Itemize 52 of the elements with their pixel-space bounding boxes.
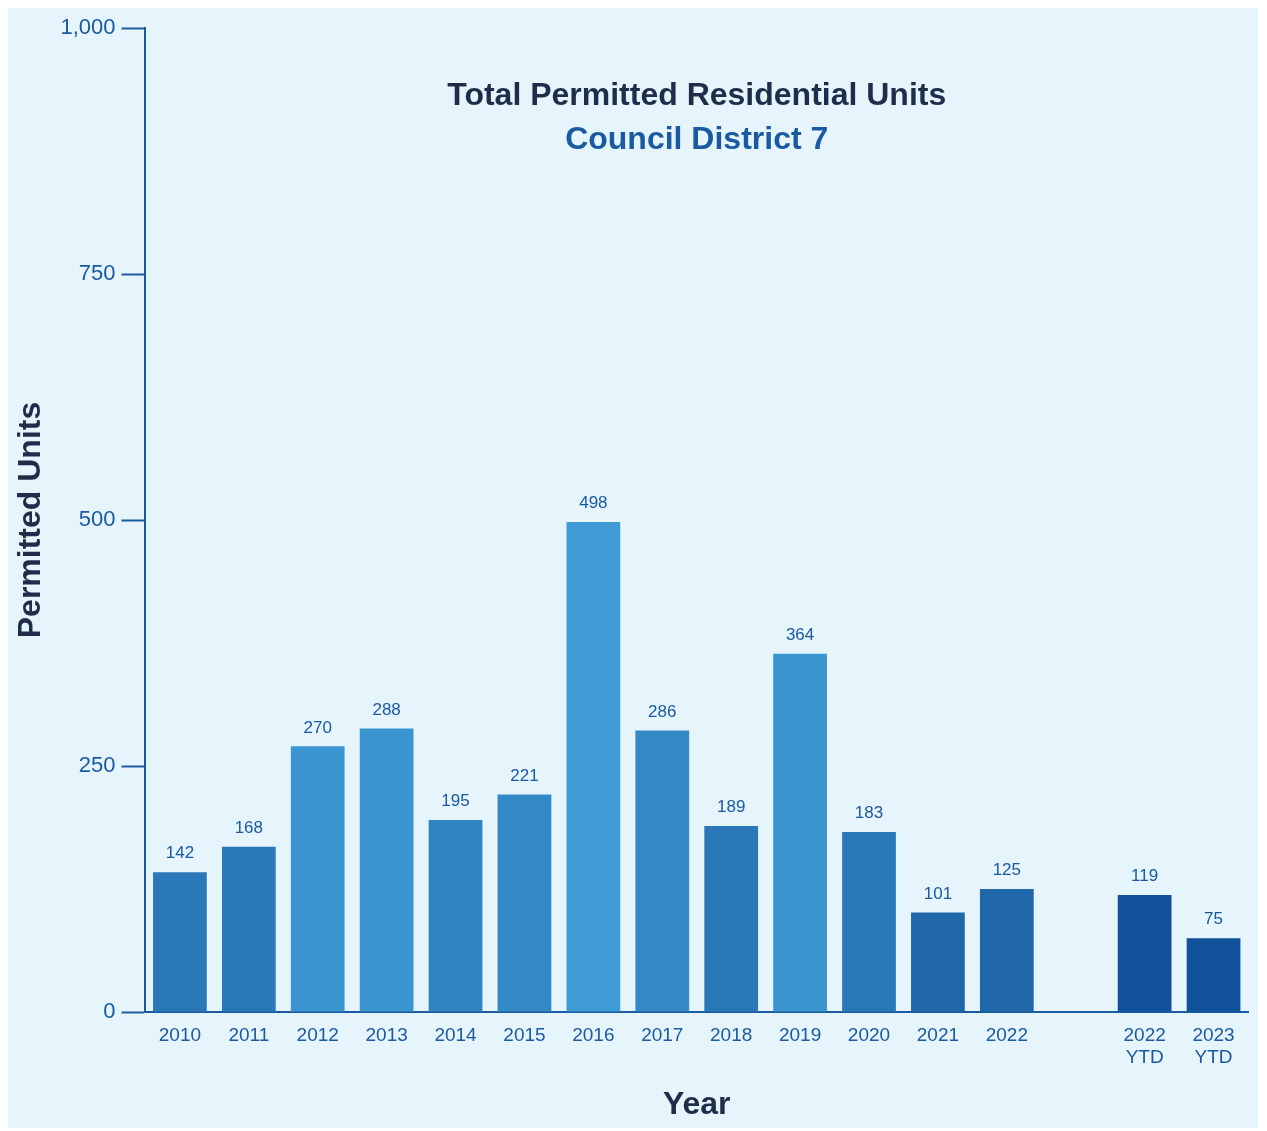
data-label: 364 [785,625,815,645]
data-label: 221 [510,765,539,785]
data-label: 270 [303,717,332,737]
y-tick-label: 0 [103,998,116,1024]
data-label: 125 [992,860,1022,880]
x-tick-label: 2012 [296,1023,339,1045]
bar [842,831,896,1012]
x-tick-label: 2016 [572,1023,615,1045]
bar [773,653,827,1012]
y-tick-label: 250 [78,752,116,778]
text: Total Permitted Residential Units [447,75,947,112]
x-tick-label: 2013 [365,1023,408,1045]
bar [428,820,483,1012]
data-label: 168 [234,817,263,837]
bar [359,728,414,1012]
bar [221,846,276,1012]
x-tick-label: 2021 [916,1023,960,1045]
data-label: 195 [441,791,470,811]
y-tick-label: 750 [78,260,116,286]
x-tick-label: 2010 [158,1023,202,1045]
bar [153,872,207,1012]
y-axis-title: Permitted Units [11,401,48,639]
y-tick-label: 1,000 [60,14,116,40]
x-tick-label: 2022 [985,1023,1028,1045]
x-tick-label: 2019 [778,1023,822,1045]
data-label: 119 [1131,866,1159,886]
bar [290,746,345,1012]
x-tick-label: 2020 [847,1023,891,1045]
data-label: 288 [372,699,401,719]
x-tick-label: 2011 [228,1023,270,1045]
x-tick-label: 2023 YTD [1192,1023,1235,1068]
x-axis-title: Year [662,1084,731,1121]
x-tick-label: 2017 [641,1023,684,1045]
x-tick-label: 2015 [503,1023,546,1045]
bar [911,912,965,1012]
x-tick-label: 2014 [434,1023,478,1045]
data-label: 189 [716,797,746,817]
bar [704,826,759,1012]
data-label: 498 [579,493,608,513]
bar [497,794,552,1012]
data-label: 101 [923,883,953,903]
x-tick-label: 2022 YTD [1123,1023,1166,1068]
bar [635,730,690,1012]
data-label: 286 [648,701,677,721]
text: Council District 7 [565,119,829,156]
data-label: 75 [1204,909,1224,929]
y-tick-label: 500 [78,506,116,532]
data-label: 142 [165,843,195,863]
data-label: 183 [854,803,884,823]
x-tick-label: 2018 [710,1023,753,1045]
bar [566,521,621,1012]
bar [979,889,1034,1012]
